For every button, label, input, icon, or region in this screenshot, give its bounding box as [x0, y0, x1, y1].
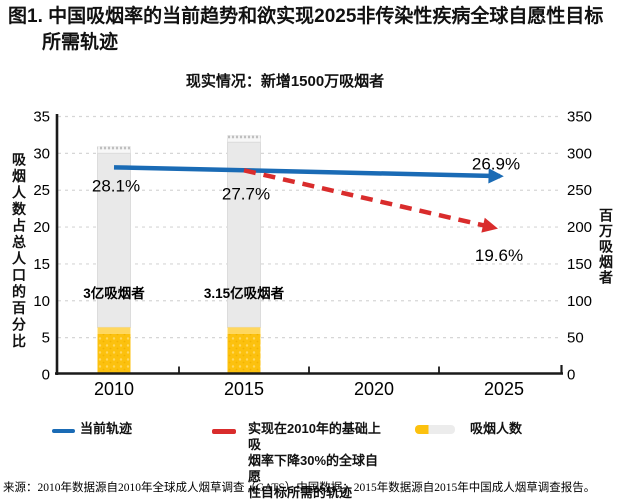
value-label: 26.9% [472, 155, 520, 174]
right-tick-label: 200 [567, 219, 592, 236]
right-tick-label: 350 [567, 109, 592, 126]
smokers-bars: 3亿吸烟者 3.15亿吸烟者 [83, 135, 285, 374]
left-tick-label: 35 [33, 109, 50, 126]
left-axis-title: 吸烟人数占总人口的百分比 [11, 152, 27, 350]
right-tick-label: 50 [567, 330, 584, 347]
left-tick-label: 20 [33, 219, 50, 236]
right-tick-label: 150 [567, 256, 592, 273]
right-tick-label: 0 [567, 367, 575, 384]
value-label: 19.6% [475, 246, 523, 265]
x-tick-label: 2025 [484, 379, 524, 399]
smokers-bar-2010: 3亿吸烟者 [83, 146, 145, 374]
value-label: 28.1% [92, 176, 140, 195]
legend-label-current: 当前轨迹 [80, 421, 133, 436]
figure-title-line1: 图1. 中国吸烟率的当前趋势和欲实现2025非传染性疾病全球自愿性目标 [8, 6, 604, 27]
x-axis-tick-labels: 2010 2015 2020 2025 [94, 379, 524, 399]
legend-swatch-target-line [212, 429, 236, 434]
x-tick-label: 2020 [354, 379, 394, 399]
source-note: 来源：2010年数据源自2010年全球成人烟草调查（GATS）中国数据；2015… [3, 482, 596, 494]
left-tick-label: 15 [33, 256, 50, 273]
right-tick-label: 100 [567, 293, 592, 310]
smokers-bar-2015: 3.15亿吸烟者 [204, 135, 285, 374]
left-tick-label: 25 [33, 182, 50, 199]
left-tick-label: 30 [33, 145, 50, 162]
bar-label: 3.15亿吸烟者 [204, 285, 285, 301]
right-axis-tick-labels: 0 50 100 150 200 250 300 350 [567, 109, 592, 384]
right-axis-title: 百万吸烟者 [598, 208, 614, 286]
x-tick-label: 2015 [224, 379, 264, 399]
chart-subtitle: 现实情况：新增1500万吸烟者 [185, 73, 385, 90]
left-tick-label: 10 [33, 293, 50, 310]
right-tick-label: 250 [567, 182, 592, 199]
target-trajectory-line [243, 168, 498, 233]
left-tick-label: 0 [42, 367, 50, 384]
left-axis-tick-labels: 0 5 10 15 20 25 30 35 [33, 109, 50, 384]
current-trajectory-line [113, 165, 504, 184]
figure-title-line2: 所需轨迹 [42, 32, 119, 53]
value-label: 27.7% [222, 184, 270, 203]
legend-swatch-current-line [52, 429, 75, 433]
legend-label-smokers: 吸烟人数 [470, 421, 523, 436]
x-tick-label: 2010 [94, 379, 134, 399]
right-tick-label: 300 [567, 145, 592, 162]
legend-label-target: 实现在2010年的基础上吸 烟率下降30%的全球自愿 性目标所需的轨迹 [248, 421, 381, 500]
x-axis [55, 365, 563, 375]
bar-label: 3亿吸烟者 [83, 285, 145, 301]
left-tick-label: 5 [42, 330, 50, 347]
legend-swatch-smokers-bar [415, 425, 455, 434]
figure-title: 图1. 中国吸烟率的当前趋势和欲实现2025非传染性疾病全球自愿性目标 所需轨迹 [8, 4, 603, 56]
